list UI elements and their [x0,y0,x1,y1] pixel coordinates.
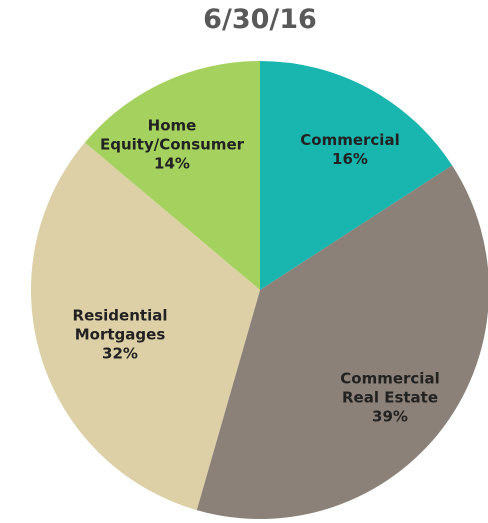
value-label: 39% [372,407,408,426]
slice-label: Home Equity/Consumer 14% [97,117,247,174]
value-label: 16% [332,150,368,168]
slice-label: Commercial 16% [285,131,415,169]
category-label: Commercial Real Estate [340,369,440,407]
category-label: Commercial [300,131,400,149]
pie-slice [260,61,453,290]
value-label: 32% [102,344,138,363]
chart-title: 6/30/16 [203,4,317,35]
pie-slice [84,61,261,290]
category-label: Home Equity/Consumer [99,116,245,154]
value-label: 14% [154,154,190,173]
slice-label: Commercial Real Estate 39% [333,370,448,427]
pie-slice [30,142,260,511]
category-label: Residential Mortgages [72,306,168,344]
pie-slice [196,165,488,519]
slice-label: Residential Mortgages 32% [60,307,180,364]
